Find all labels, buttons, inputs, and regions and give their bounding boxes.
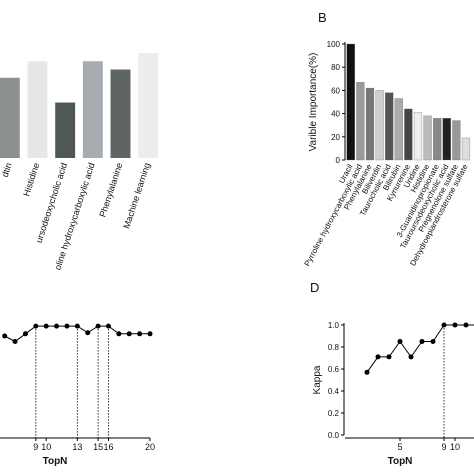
y-axis-label: Kappa	[312, 365, 323, 394]
point	[408, 354, 414, 360]
bar	[433, 118, 442, 161]
x-tick-label: dtin	[0, 162, 14, 179]
point	[137, 331, 143, 337]
point	[43, 323, 49, 329]
point	[452, 322, 458, 328]
panel-label: D	[310, 280, 319, 295]
point	[116, 331, 122, 337]
x-tick-label: 16	[103, 442, 113, 452]
bar	[413, 112, 423, 161]
point	[430, 339, 436, 344]
y-tick-label: 20	[331, 133, 340, 142]
point	[33, 323, 39, 329]
y-tick-label: 80	[331, 63, 340, 72]
y-tick-label: 1.0	[328, 321, 340, 330]
bar	[110, 69, 131, 158]
y-tick-label: 0.4	[328, 387, 340, 396]
point	[463, 322, 469, 328]
bar	[452, 120, 461, 161]
point	[397, 339, 403, 344]
line	[366, 324, 474, 373]
x-tick-label: 10	[41, 442, 51, 452]
point	[54, 323, 60, 329]
bar	[0, 77, 20, 158]
x-tick-label: 20	[145, 442, 155, 452]
x-tick-label: 5	[397, 442, 402, 452]
x-axis-label: TopN	[43, 456, 68, 467]
bar	[27, 61, 48, 158]
bar	[346, 43, 355, 161]
y-tick-label: 0.8	[328, 343, 340, 352]
bar	[394, 98, 403, 161]
y-tick-label: 0.0	[328, 431, 340, 440]
x-tick-label: Histidine	[21, 162, 41, 198]
point	[364, 369, 370, 375]
point	[375, 354, 381, 360]
bar	[138, 52, 159, 159]
point	[441, 322, 447, 328]
x-tick-label: 10	[450, 442, 460, 452]
point	[126, 331, 132, 337]
point	[2, 333, 8, 339]
y-axis-label: Varible Importance(%)	[308, 53, 319, 152]
x-tick-label: Pyrroline hydroxycarboxylic acid	[303, 163, 365, 268]
point	[22, 331, 28, 337]
x-tick-label: Machine learning	[121, 162, 152, 230]
point	[12, 339, 18, 344]
point	[85, 330, 91, 336]
y-tick-label: 0	[336, 156, 341, 165]
bar	[423, 115, 432, 161]
point	[105, 323, 111, 329]
x-axis-label: TopN	[388, 456, 413, 467]
bar	[375, 90, 384, 161]
y-tick-label: 40	[331, 110, 340, 119]
panel-label: B	[318, 10, 327, 25]
y-tick-label: 0.2	[328, 409, 340, 418]
bar	[55, 102, 76, 158]
point	[64, 323, 70, 329]
x-tick-label: 9	[441, 442, 446, 452]
bar	[82, 61, 103, 158]
point	[74, 323, 80, 329]
x-tick-label: 15	[93, 442, 103, 452]
y-tick-label: 60	[331, 86, 340, 95]
bar	[365, 87, 375, 161]
y-tick-label: 0.6	[328, 365, 340, 374]
point	[419, 339, 425, 344]
bar	[356, 82, 365, 161]
x-tick-label: 9	[33, 442, 38, 452]
point	[95, 323, 101, 329]
bar	[442, 118, 451, 161]
y-tick-label: 100	[327, 40, 341, 49]
bar	[385, 92, 394, 161]
point	[147, 331, 153, 337]
point	[386, 354, 392, 360]
bar	[404, 108, 413, 161]
x-tick-label: 13	[72, 442, 82, 452]
x-tick-label: Phenylalanine	[97, 162, 124, 219]
bar	[461, 137, 471, 161]
